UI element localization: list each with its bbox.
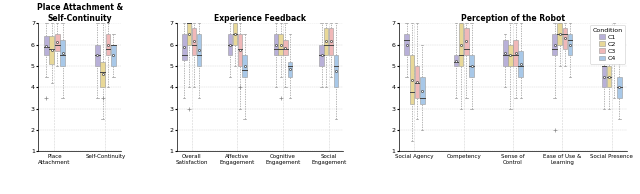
Bar <box>602 66 606 87</box>
Bar <box>469 55 474 77</box>
Bar <box>228 34 232 55</box>
Bar <box>278 34 283 55</box>
Bar <box>44 36 49 55</box>
Bar <box>464 28 468 55</box>
Bar <box>111 45 116 66</box>
Bar <box>187 23 191 45</box>
Bar <box>284 40 287 55</box>
Bar <box>518 51 523 77</box>
Bar <box>557 23 562 45</box>
Bar <box>513 40 518 66</box>
Bar <box>459 23 463 66</box>
Bar <box>233 23 237 45</box>
Bar <box>182 34 186 60</box>
Bar <box>503 40 508 66</box>
Bar <box>404 34 409 55</box>
Bar <box>508 45 513 66</box>
Bar <box>420 77 424 104</box>
Bar <box>568 34 572 55</box>
Bar <box>454 55 458 66</box>
Title: Perception of the Robot: Perception of the Robot <box>461 14 565 23</box>
Bar <box>95 45 100 66</box>
Bar <box>329 28 333 55</box>
Bar <box>415 66 419 98</box>
Bar <box>100 62 105 87</box>
Bar <box>607 66 611 87</box>
Bar <box>324 28 328 55</box>
Bar <box>334 55 338 87</box>
Legend: C1, C2, C3, C4: C1, C2, C3, C4 <box>590 25 625 64</box>
Bar <box>288 62 292 77</box>
Bar <box>410 55 414 104</box>
Bar <box>55 34 60 51</box>
Bar <box>552 34 557 55</box>
Bar <box>617 77 621 98</box>
Bar <box>106 34 111 55</box>
Bar <box>237 34 242 66</box>
Bar <box>319 45 324 66</box>
Bar <box>196 34 201 66</box>
Bar <box>243 55 246 77</box>
Bar <box>192 28 196 55</box>
Bar <box>49 36 54 64</box>
Bar <box>60 40 65 66</box>
Bar <box>274 34 278 55</box>
Title: Place Attachment &
Self-Continuity: Place Attachment & Self-Continuity <box>37 3 123 23</box>
Bar <box>612 28 616 55</box>
Bar <box>563 28 567 49</box>
Title: Experience Feedback: Experience Feedback <box>214 14 306 23</box>
